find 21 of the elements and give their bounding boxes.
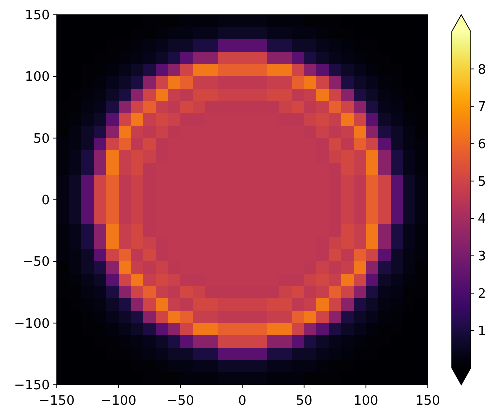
color-bar-label: 5: [478, 174, 486, 190]
color-bar-label: 7: [478, 100, 486, 116]
y-tick-label: −100: [14, 316, 50, 332]
y-tick-label: 50: [33, 132, 50, 147]
x-tick-label: 50: [296, 394, 313, 409]
y-tick-label: 150: [25, 8, 50, 24]
x-tick-label: 150: [416, 394, 440, 409]
y-tick-label: −150: [14, 378, 50, 394]
x-tick-label: 0: [238, 394, 247, 409]
color-bar-label: 4: [478, 212, 486, 228]
y-tick-label: 0: [42, 194, 50, 209]
y-tick-label: 100: [25, 70, 50, 86]
color-bar-label: 1: [478, 324, 486, 340]
x-tick-label: −50: [166, 394, 194, 409]
x-tick-label: 100: [354, 394, 379, 409]
x-tick-label: −100: [100, 394, 137, 409]
color-bar-label: 3: [478, 250, 486, 265]
color-bar-label: 6: [478, 137, 486, 152]
y-tick-label: −50: [22, 255, 50, 270]
color-bar-label: 2: [478, 286, 486, 302]
color-bar-label: 8: [478, 62, 486, 78]
